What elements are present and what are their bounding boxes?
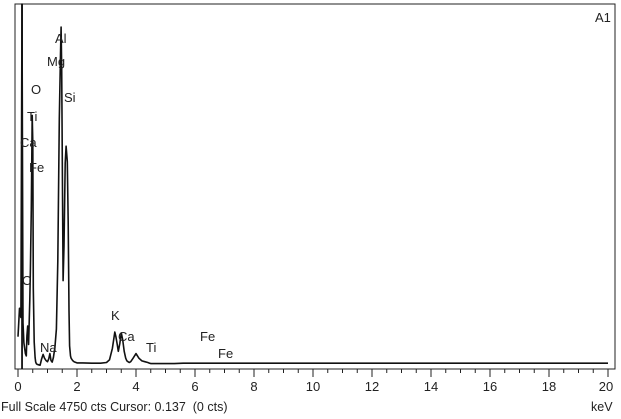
plot-area	[14, 3, 616, 370]
peak-label: Fe	[200, 329, 215, 344]
peak-label: Ca	[20, 135, 37, 150]
peak-label: O	[31, 82, 41, 97]
x-axis-ticks	[17, 369, 609, 377]
peak-label: Fe	[218, 346, 233, 361]
x-tick-label: 6	[191, 379, 198, 394]
full-scale-readout: Full Scale 4750 cts Cursor: 0.137 (0 cts…	[1, 400, 228, 414]
x-tick-label: 8	[250, 379, 257, 394]
x-tick-label: 0	[14, 379, 21, 394]
spectrum-line	[17, 3, 608, 367]
peak-label: Ti	[27, 109, 37, 124]
x-tick-label: 2	[73, 379, 80, 394]
x-tick-label: 10	[306, 379, 320, 394]
peak-label: K	[111, 308, 120, 323]
x-tick-label: 4	[132, 379, 139, 394]
peak-label: Ca	[118, 329, 135, 344]
peak-label: Fe	[29, 160, 44, 175]
peak-label: Na	[40, 340, 57, 355]
x-axis-unit: keV	[591, 400, 613, 414]
peak-label: C	[22, 273, 31, 288]
chart-title: A1	[595, 10, 611, 25]
x-axis-tick-labels: 0 2 4 6 8 10 12 14 16 18 20	[14, 379, 613, 394]
peak-label: Al	[55, 31, 67, 46]
peak-label: Mg	[47, 54, 65, 69]
peak-label: Si	[64, 90, 76, 105]
x-tick-label: 14	[424, 379, 438, 394]
x-tick-label: 20	[599, 379, 613, 394]
spectrum-layer	[17, 3, 608, 369]
peak-label: Ti	[146, 340, 156, 355]
x-tick-label: 16	[483, 379, 497, 394]
x-tick-label: 12	[365, 379, 379, 394]
x-tick-label: 18	[542, 379, 556, 394]
